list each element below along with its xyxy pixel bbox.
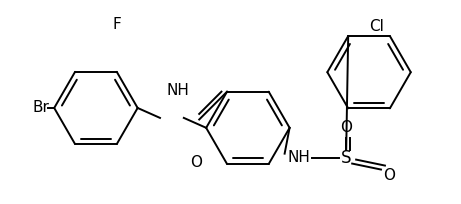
Text: O: O [190,155,202,170]
Text: Cl: Cl [370,19,384,34]
Text: Br: Br [32,100,49,115]
Text: NH: NH [167,83,190,98]
Text: O: O [340,120,352,135]
Text: O: O [383,168,395,183]
Text: F: F [112,18,121,32]
Text: S: S [341,149,351,167]
Text: NH: NH [287,150,310,165]
